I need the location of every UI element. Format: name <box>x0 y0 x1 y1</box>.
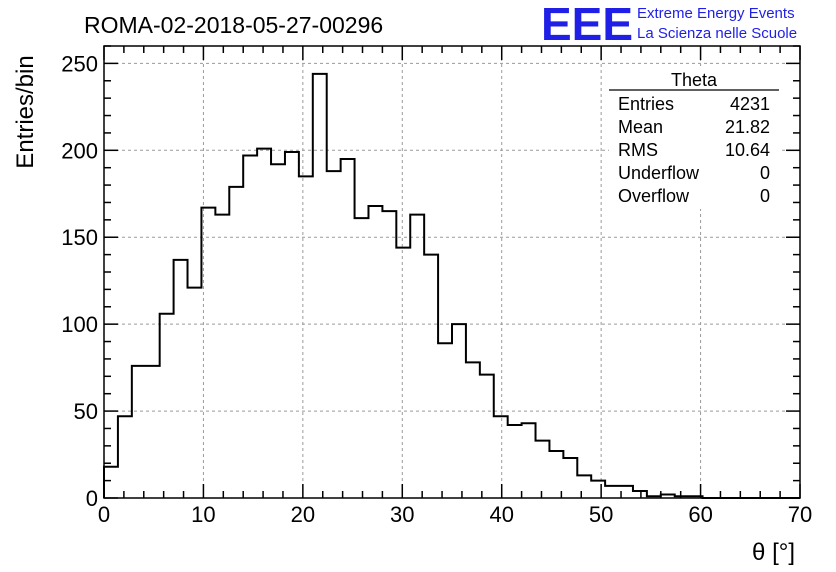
stats-label-entries: Entries <box>618 94 674 114</box>
eee-logo: EEE <box>541 0 633 50</box>
histogram-bin <box>104 467 118 498</box>
histogram-bin <box>299 176 313 498</box>
histogram-bin <box>508 425 522 498</box>
histogram-bin <box>132 366 146 498</box>
histogram-bin <box>577 475 591 498</box>
x-tick-label: 30 <box>390 502 414 527</box>
histogram-bin <box>466 362 480 498</box>
axes-frame <box>103 45 801 499</box>
histogram-bin <box>438 343 452 498</box>
histogram-bin <box>633 491 647 498</box>
histogram-bin <box>563 458 577 498</box>
histogram-outline <box>103 72 800 499</box>
histogram-bin <box>160 314 174 498</box>
histogram-bin <box>174 260 188 498</box>
histogram-bin <box>494 416 508 498</box>
histogram-bin <box>257 149 271 498</box>
logo-subtitle-1: Extreme Energy Events <box>637 5 795 22</box>
histogram-bin <box>424 255 438 498</box>
stats-label-overflow: Overflow <box>618 186 690 206</box>
x-tick-label: 40 <box>489 502 513 527</box>
y-tick-label: 0 <box>86 486 98 511</box>
x-tick-label: 10 <box>191 502 215 527</box>
histogram-bin <box>215 215 229 498</box>
histogram-bin <box>188 288 202 498</box>
stats-value-entries: 4231 <box>730 94 770 114</box>
stats-value-underflow: 0 <box>760 163 770 183</box>
histogram-bin <box>549 451 563 498</box>
histogram-bin <box>536 441 550 498</box>
logo-subtitle-2: La Scienza nelle Scuole <box>637 25 797 42</box>
stats-label-rms: RMS <box>618 140 658 160</box>
histogram-bin <box>382 211 396 498</box>
y-tick-label: 250 <box>61 51 98 76</box>
stats-value-overflow: 0 <box>760 186 770 206</box>
histogram-bin <box>243 156 257 498</box>
histogram-bin <box>410 215 424 498</box>
histogram-bin <box>313 74 327 498</box>
histogram-bin <box>605 486 619 498</box>
x-tick-label: 0 <box>98 502 110 527</box>
x-axis-label: θ [°] <box>752 539 795 566</box>
x-tick-label: 50 <box>589 502 613 527</box>
stats-value-rms: 10.64 <box>725 140 770 160</box>
stats-title: Theta <box>671 70 718 90</box>
stats-label-underflow: Underflow <box>618 163 700 183</box>
histogram-bin <box>522 423 536 498</box>
histogram-bin <box>146 366 160 498</box>
histogram-bin <box>355 218 369 498</box>
histogram <box>103 72 800 499</box>
y-tick-label: 50 <box>74 399 98 424</box>
y-tick-label: 100 <box>61 312 98 337</box>
x-tick-label: 60 <box>688 502 712 527</box>
chart-title: ROMA-02-2018-05-27-00296 <box>84 12 383 38</box>
histogram-bin <box>118 416 132 498</box>
y-tick-label: 200 <box>61 138 98 163</box>
histogram-bin <box>396 248 410 498</box>
tick-labels: 0 10 20 30 40 50 60 70 0 50 100 150 200 250 <box>61 51 812 527</box>
y-axis-label: Entries/bin <box>12 55 39 168</box>
histogram-bin <box>271 164 285 498</box>
histogram-bin <box>341 159 355 498</box>
stats-box: Theta Entries 4231 Mean 21.82 RMS 10.64 … <box>609 66 779 209</box>
histogram-bin <box>229 187 243 498</box>
histogram-bin <box>480 375 494 498</box>
histogram-bin <box>327 171 341 498</box>
x-tick-label: 20 <box>291 502 315 527</box>
histogram-bin <box>285 152 299 498</box>
x-tick-label: 70 <box>788 502 812 527</box>
histogram-bin <box>591 481 605 498</box>
y-tick-label: 150 <box>61 225 98 250</box>
stats-label-mean: Mean <box>618 117 663 137</box>
histogram-bin <box>368 206 382 498</box>
stats-value-mean: 21.82 <box>725 117 770 137</box>
